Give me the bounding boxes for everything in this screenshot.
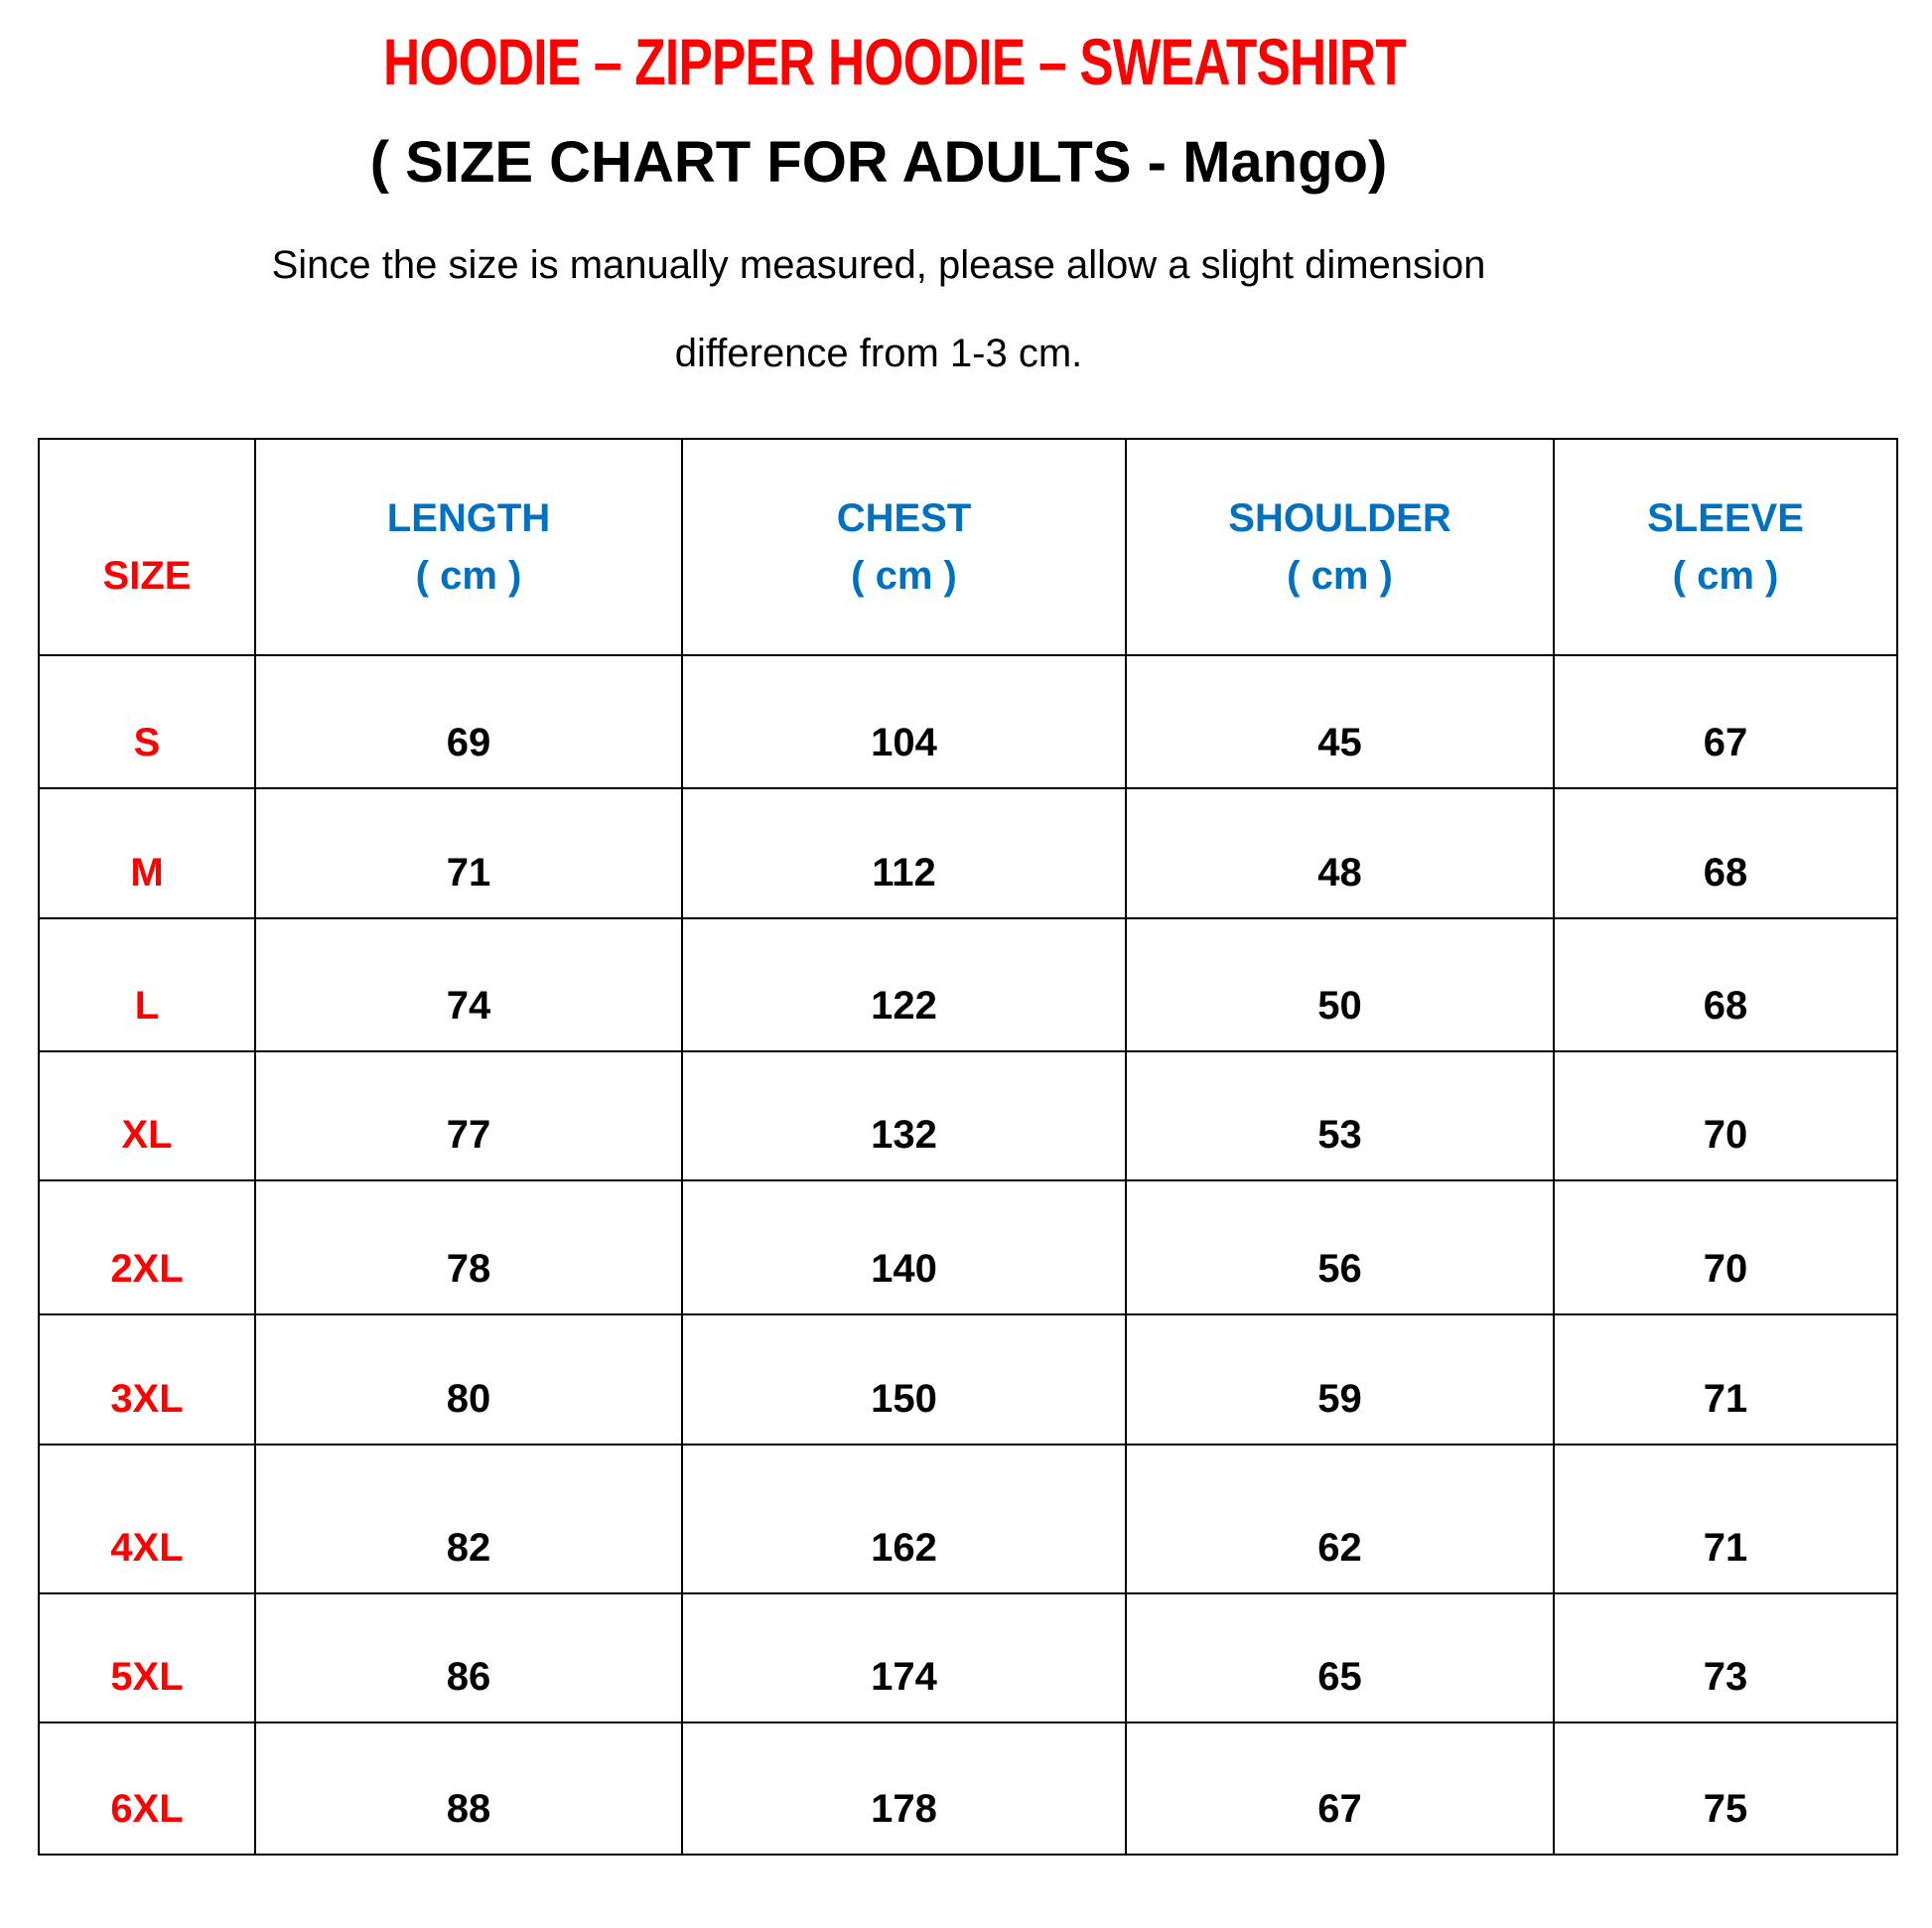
table-row: 3XL 80 150 59 71 — [38, 1313, 1898, 1446]
cell-chest: 178 — [681, 1721, 1127, 1856]
cell-size: L — [38, 917, 256, 1052]
cell-size: XL — [38, 1050, 256, 1181]
cell-chest: 162 — [681, 1444, 1127, 1594]
header-label: CHEST — [836, 496, 972, 540]
cell-sleeve: 73 — [1553, 1592, 1898, 1723]
header-sleeve: SLEEVE ( cm ) — [1553, 438, 1898, 656]
cell-shoulder: 59 — [1125, 1313, 1555, 1446]
cell-length: 88 — [254, 1721, 683, 1856]
header-shoulder: SHOULDER ( cm ) — [1125, 438, 1555, 656]
cell-shoulder: 67 — [1125, 1721, 1555, 1856]
cell-size: 5XL — [38, 1592, 256, 1723]
table-row: S 69 104 45 67 — [38, 654, 1898, 789]
header-unit: ( cm ) — [1287, 554, 1393, 598]
cell-length: 69 — [254, 654, 683, 789]
cell-length: 82 — [254, 1444, 683, 1594]
cell-length: 77 — [254, 1050, 683, 1181]
note-line-2: difference from 1-3 cm. — [674, 332, 1083, 375]
cell-length: 71 — [254, 787, 683, 919]
cell-length: 86 — [254, 1592, 683, 1723]
cell-chest: 140 — [681, 1179, 1127, 1315]
size-chart-table: SIZE LENGTH ( cm ) CHEST ( cm ) SHOULDER ( … — [38, 438, 1898, 1856]
cell-size: 6XL — [38, 1721, 256, 1856]
header-chest: CHEST ( cm ) — [681, 438, 1127, 656]
cell-length: 74 — [254, 917, 683, 1052]
cell-length: 80 — [254, 1313, 683, 1446]
cell-size: 4XL — [38, 1444, 256, 1594]
cell-shoulder: 53 — [1125, 1050, 1555, 1181]
cell-chest: 132 — [681, 1050, 1127, 1181]
table-row: 5XL 86 174 65 73 — [38, 1592, 1898, 1723]
header-unit: ( cm ) — [851, 554, 957, 598]
cell-size: 3XL — [38, 1313, 256, 1446]
header-row: SIZE LENGTH ( cm ) CHEST ( cm ) SHOULDER ( … — [38, 438, 1898, 656]
table-row: 4XL 82 162 62 71 — [38, 1444, 1898, 1594]
table-row: 6XL 88 178 67 75 — [38, 1721, 1898, 1856]
page-subtitle: ( SIZE CHART FOR ADULTS - Mango) — [369, 130, 1388, 195]
cell-sleeve: 68 — [1553, 917, 1898, 1052]
table-row: L 74 122 50 68 — [38, 917, 1898, 1052]
table-row: XL 77 132 53 70 — [38, 1050, 1898, 1181]
cell-chest: 104 — [681, 654, 1127, 789]
cell-sleeve: 70 — [1553, 1179, 1898, 1315]
cell-chest: 150 — [681, 1313, 1127, 1446]
table-row: M 71 112 48 68 — [38, 787, 1898, 919]
page-title: HOODIE – ZIPPER HOODIE – SWEATSHIRT — [382, 25, 1407, 98]
cell-size: 2XL — [38, 1179, 256, 1315]
header-label: SIZE — [102, 553, 192, 598]
header-label: SLEEVE — [1647, 496, 1804, 540]
header-size: SIZE — [38, 438, 256, 656]
header-label: LENGTH — [386, 496, 551, 540]
header-unit: ( cm ) — [415, 554, 522, 598]
cell-shoulder: 56 — [1125, 1179, 1555, 1315]
cell-shoulder: 45 — [1125, 654, 1555, 789]
cell-shoulder: 48 — [1125, 787, 1555, 919]
cell-chest: 174 — [681, 1592, 1127, 1723]
cell-length: 78 — [254, 1179, 683, 1315]
cell-chest: 122 — [681, 917, 1127, 1052]
cell-shoulder: 62 — [1125, 1444, 1555, 1594]
cell-sleeve: 68 — [1553, 787, 1898, 919]
cell-shoulder: 65 — [1125, 1592, 1555, 1723]
cell-shoulder: 50 — [1125, 917, 1555, 1052]
header-length: LENGTH ( cm ) — [254, 438, 683, 656]
cell-chest: 112 — [681, 787, 1127, 919]
cell-size: M — [38, 787, 256, 919]
cell-sleeve: 71 — [1553, 1444, 1898, 1594]
header-unit: ( cm ) — [1672, 554, 1779, 598]
table-row: 2XL 78 140 56 70 — [38, 1179, 1898, 1315]
note-line-1: Since the size is manually measured, ple… — [271, 243, 1486, 287]
cell-sleeve: 70 — [1553, 1050, 1898, 1181]
cell-sleeve: 67 — [1553, 654, 1898, 789]
header-label: SHOULDER — [1228, 496, 1451, 540]
cell-size: S — [38, 654, 256, 789]
cell-sleeve: 75 — [1553, 1721, 1898, 1856]
cell-sleeve: 71 — [1553, 1313, 1898, 1446]
